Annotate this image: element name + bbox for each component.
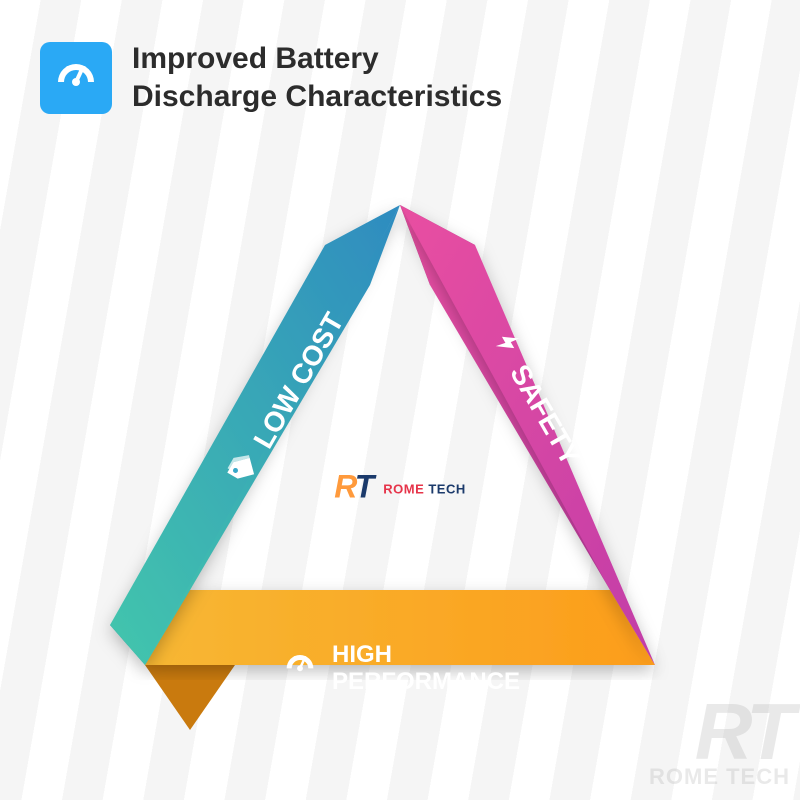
label-high-performance: HIGH PERFORMANCE: [280, 642, 520, 695]
title-line-1: Improved Battery: [132, 40, 502, 78]
hp-line-1: HIGH: [332, 642, 520, 668]
page-title: Improved Battery Discharge Characteristi…: [132, 40, 502, 115]
logo-rome: ROME: [383, 481, 424, 496]
title-line-2: Discharge Characteristics: [132, 78, 502, 116]
center-logo: RT ROME TECH: [334, 468, 465, 505]
logo-tech: TECH: [424, 481, 466, 496]
watermark-rt: RT: [649, 700, 790, 764]
gauge-small-icon: [280, 645, 320, 691]
logo-r: R: [334, 468, 355, 504]
gauge-icon: [40, 42, 112, 114]
watermark-text: ROME TECH: [649, 764, 790, 790]
logo-rt: RT ROME TECH: [334, 468, 465, 505]
watermark: RT ROME TECH: [649, 700, 790, 790]
hp-line-2: PERFORMANCE: [332, 669, 520, 695]
header: Improved Battery Discharge Characteristi…: [0, 0, 800, 115]
triangle-infographic: LOW COST SAFETY HIGH PERFORMANCE: [80, 190, 720, 750]
logo-t: T: [355, 468, 373, 504]
